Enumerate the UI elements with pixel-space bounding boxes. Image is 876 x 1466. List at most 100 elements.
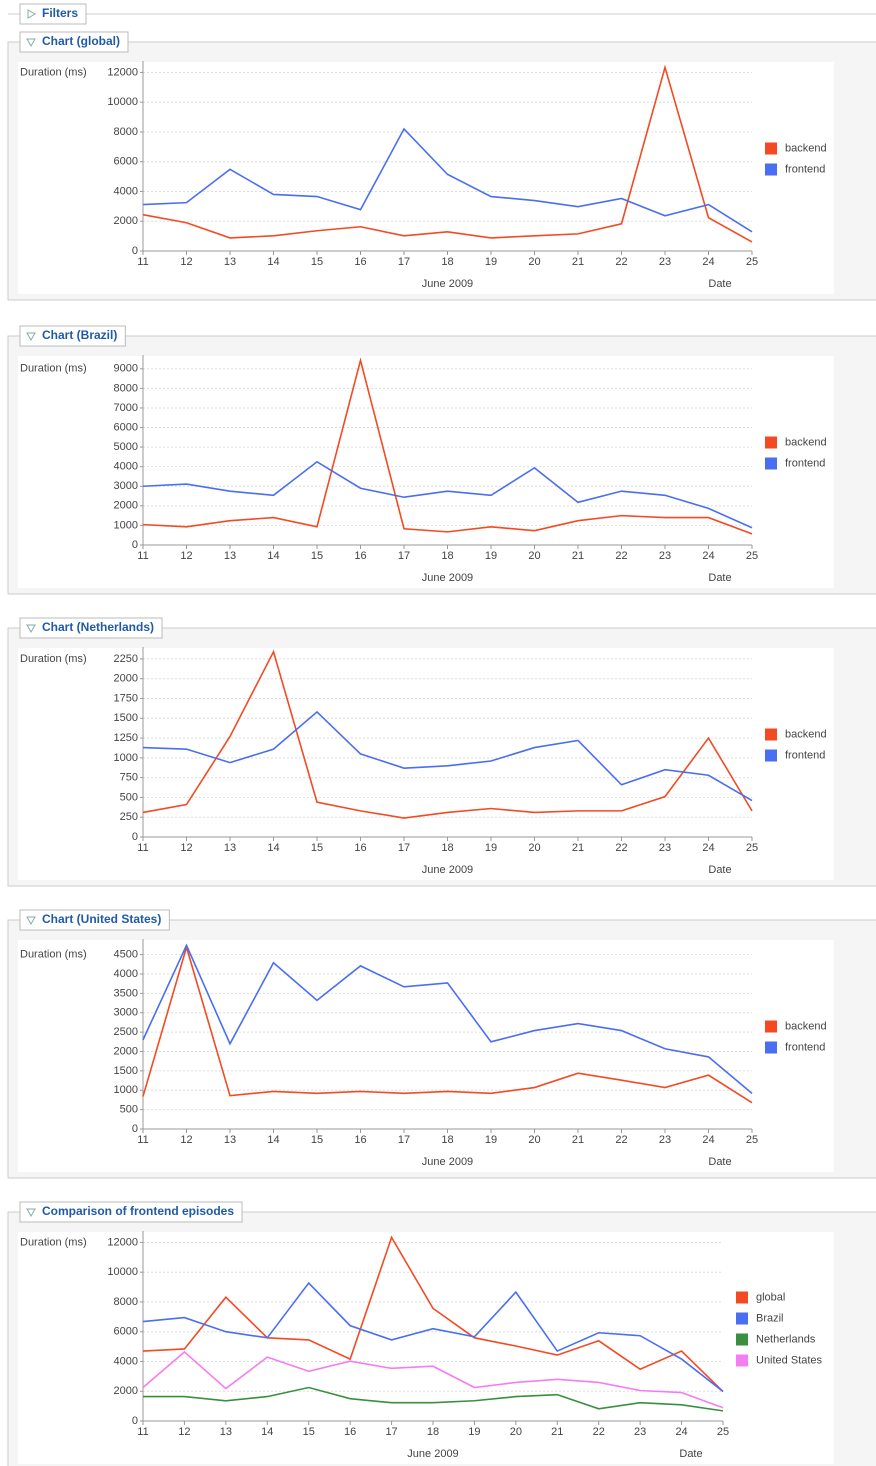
x-tick-label: 16 bbox=[344, 1426, 356, 1438]
x-tick-label: 13 bbox=[224, 550, 236, 562]
panel-title[interactable]: Chart (Netherlands) bbox=[42, 620, 154, 634]
y-tick-label: 2250 bbox=[114, 653, 138, 665]
x-tick-label: 19 bbox=[485, 842, 497, 854]
series-line bbox=[142, 1235, 724, 1393]
legend-swatch bbox=[736, 1291, 748, 1304]
panel-title[interactable]: Chart (Brazil) bbox=[42, 328, 117, 342]
x-tick-label: 24 bbox=[702, 842, 714, 854]
filters-toggle[interactable] bbox=[19, 3, 87, 25]
panel-toggle[interactable] bbox=[19, 325, 126, 347]
y-tick-label: 1000 bbox=[114, 1084, 138, 1096]
y-tick-label: 2000 bbox=[114, 215, 138, 227]
x-tick-label: 17 bbox=[398, 1134, 410, 1146]
y-tick-label: 1750 bbox=[114, 692, 138, 704]
y-tick-label: 750 bbox=[120, 772, 138, 784]
panel-toggle[interactable] bbox=[19, 617, 163, 639]
legend-label: United States bbox=[756, 1354, 823, 1366]
y-tick-label: 2000 bbox=[114, 500, 138, 512]
y-tick-label: 4000 bbox=[114, 461, 138, 473]
y-tick-label: 9000 bbox=[114, 363, 138, 375]
x-axis-label: Date bbox=[679, 1448, 702, 1460]
x-tick-label: 21 bbox=[572, 550, 584, 562]
x-axis-label: Date bbox=[708, 278, 731, 290]
y-tick-label: 1000 bbox=[114, 752, 138, 764]
y-tick-label: 500 bbox=[120, 1104, 138, 1116]
y-axis-label: Duration (ms) bbox=[20, 949, 87, 961]
x-tick-label: 16 bbox=[354, 550, 366, 562]
y-tick-label: 0 bbox=[132, 1415, 138, 1427]
legend-label: frontend bbox=[785, 749, 825, 761]
legend-swatch bbox=[765, 436, 777, 449]
x-tick-label: 20 bbox=[528, 1134, 540, 1146]
series-line bbox=[142, 944, 753, 1104]
x-tick-label: 19 bbox=[485, 1134, 497, 1146]
y-tick-label: 8000 bbox=[114, 382, 138, 394]
plot-area bbox=[18, 1232, 834, 1464]
x-tick-label: 14 bbox=[261, 1426, 273, 1438]
x-tick-label: 15 bbox=[303, 1426, 315, 1438]
panel-toggle[interactable] bbox=[19, 909, 170, 931]
x-tick-label: 24 bbox=[702, 1134, 714, 1146]
filters-label[interactable]: Filters bbox=[42, 6, 78, 20]
x-tick-label: 20 bbox=[528, 842, 540, 854]
x-tick-label: 12 bbox=[180, 550, 192, 562]
x-axis-label: Date bbox=[708, 572, 731, 584]
y-tick-label: 3500 bbox=[114, 987, 138, 999]
legend-swatch bbox=[765, 749, 777, 762]
x-tick-label: 11 bbox=[137, 1134, 148, 1146]
series-line bbox=[142, 127, 753, 233]
series-line bbox=[143, 1386, 724, 1412]
y-tick-label: 12000 bbox=[107, 66, 138, 78]
y-tick-label: 1250 bbox=[114, 732, 138, 744]
x-tick-label: 18 bbox=[441, 1134, 453, 1146]
x-sublabel: June 2009 bbox=[422, 572, 473, 584]
plot-area bbox=[18, 62, 834, 294]
series-line bbox=[142, 1350, 724, 1409]
y-tick-label: 8000 bbox=[114, 1296, 138, 1308]
legend-label: backend bbox=[785, 142, 827, 154]
series-line bbox=[142, 64, 753, 243]
x-tick-label: 20 bbox=[528, 256, 540, 268]
legend-label: frontend bbox=[785, 457, 825, 469]
x-tick-label: 23 bbox=[659, 1134, 671, 1146]
panel-title[interactable]: Comparison of frontend episodes bbox=[42, 1204, 234, 1218]
x-tick-label: 17 bbox=[398, 842, 410, 854]
x-tick-label: 23 bbox=[659, 842, 671, 854]
x-tick-label: 21 bbox=[572, 1134, 584, 1146]
y-tick-label: 4000 bbox=[114, 1355, 138, 1367]
x-tick-label: 19 bbox=[485, 550, 497, 562]
x-tick-label: 14 bbox=[267, 256, 279, 268]
x-tick-label: 22 bbox=[615, 256, 627, 268]
panel-toggle[interactable] bbox=[19, 1201, 243, 1223]
x-tick-label: 25 bbox=[746, 550, 758, 562]
y-tick-label: 8000 bbox=[114, 126, 138, 138]
y-tick-label: 0 bbox=[132, 245, 138, 257]
x-tick-label: 15 bbox=[311, 256, 323, 268]
x-tick-label: 17 bbox=[398, 256, 410, 268]
y-tick-label: 2000 bbox=[114, 1045, 138, 1057]
y-tick-label: 3000 bbox=[114, 480, 138, 492]
x-tick-label: 14 bbox=[267, 550, 279, 562]
y-tick-label: 6000 bbox=[114, 1326, 138, 1338]
panel-title[interactable]: Chart (United States) bbox=[42, 912, 161, 926]
series-line bbox=[142, 1281, 724, 1393]
legend-label: backend bbox=[785, 728, 827, 740]
x-tick-label: 17 bbox=[385, 1426, 397, 1438]
x-tick-label: 22 bbox=[593, 1426, 605, 1438]
x-tick-label: 16 bbox=[354, 1134, 366, 1146]
x-tick-label: 16 bbox=[354, 842, 366, 854]
x-tick-label: 11 bbox=[137, 550, 148, 562]
x-tick-label: 13 bbox=[224, 842, 236, 854]
panel-title[interactable]: Chart (global) bbox=[42, 34, 120, 48]
legend-swatch bbox=[765, 1041, 777, 1054]
legend-swatch bbox=[765, 728, 777, 741]
legend-swatch bbox=[765, 142, 777, 155]
y-tick-label: 6000 bbox=[114, 156, 138, 168]
y-tick-label: 4000 bbox=[114, 185, 138, 197]
y-tick-label: 10000 bbox=[107, 1266, 138, 1278]
series-line bbox=[142, 357, 753, 535]
panel-toggle[interactable] bbox=[19, 31, 129, 53]
x-tick-label: 22 bbox=[615, 550, 627, 562]
x-tick-label: 25 bbox=[746, 1134, 758, 1146]
